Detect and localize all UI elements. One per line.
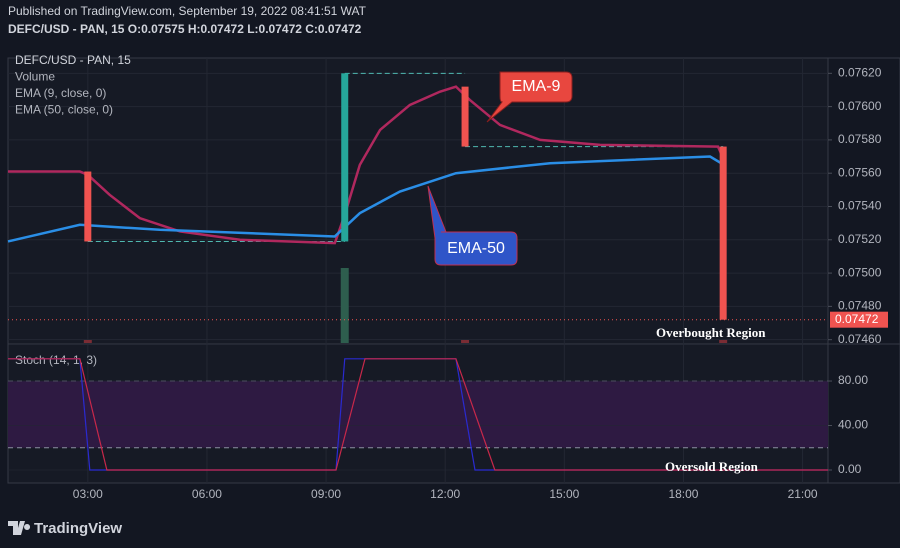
stoch-line [8, 358, 828, 471]
logo: TradingView [8, 520, 122, 537]
bubble-label: EMA-50 [447, 240, 505, 257]
y-tick-label: 0.07560 [838, 165, 882, 179]
ohlc: DEFC/USD - PAN, 15 O:0.07575 H:0.07472 L… [8, 22, 362, 36]
ema9-bubble: EMA-9 [486, 71, 573, 123]
bubble-label: EMA-9 [512, 78, 561, 95]
y-tick-label: 0.07500 [838, 265, 882, 279]
frame [7, 57, 900, 484]
x-tick-label: 12:00 [430, 487, 460, 501]
volume-bar [340, 268, 349, 343]
y-tick-label: 80.00 [838, 373, 868, 387]
candle [341, 73, 349, 242]
ema-line [8, 85, 726, 245]
x-tick-label: 15:00 [549, 487, 579, 501]
volume-bar [719, 340, 728, 343]
candle [719, 146, 727, 320]
candle [84, 171, 92, 242]
y-tick-label: 0.00 [838, 462, 862, 476]
last-price-label: 0.07472 [835, 312, 879, 326]
published: Published on TradingView.com, September … [8, 4, 367, 18]
x-tick-label: 03:00 [73, 487, 103, 501]
y-tick-label: 0.07580 [838, 132, 882, 146]
candle [461, 86, 469, 147]
price-pane [8, 58, 828, 344]
ema50-bubble: EMA-50 [427, 185, 518, 266]
marks: 03:00 06:00 09:00 12:00 15:00 18:00 21:00 0.076… [7, 53, 888, 501]
last-price-tag [830, 311, 888, 328]
x-tick-label: 18:00 [668, 487, 698, 501]
volume-bar [83, 340, 92, 343]
legend-entry: Stoch (14, 1, 3) [15, 353, 97, 367]
legend-entry: EMA (50, close, 0) [15, 103, 113, 117]
y-tick-label: 0.07520 [838, 232, 882, 246]
ema-line [7, 155, 725, 243]
y-tick-label: 0.07460 [838, 332, 882, 346]
y-tick-label: 0.07600 [838, 99, 882, 113]
y-tick-label: 0.07620 [838, 65, 882, 79]
volume-bar [461, 340, 470, 343]
x-tick-label: 06:00 [192, 487, 222, 501]
annotation: Overbought Region [656, 325, 766, 340]
x-tick-label: 09:00 [311, 487, 341, 501]
band [8, 381, 828, 448]
logo-icon [8, 521, 31, 535]
logo-text: TradingView [34, 520, 122, 537]
stoch-line [8, 358, 828, 471]
bubble-shape [427, 185, 518, 266]
legend-entry: Volume [15, 70, 55, 84]
y-tick-label: 40.00 [838, 418, 868, 432]
y-tick-label: 0.07540 [838, 199, 882, 213]
bubble-shape [486, 71, 573, 123]
annotation: Oversold Region [665, 459, 759, 474]
y-tick-label: 0.07480 [838, 299, 882, 313]
x-tick-label: 21:00 [788, 487, 818, 501]
legend-entry: DEFC/USD - PAN, 15 [15, 53, 131, 67]
legend-entry: EMA (9, close, 0) [15, 86, 106, 100]
